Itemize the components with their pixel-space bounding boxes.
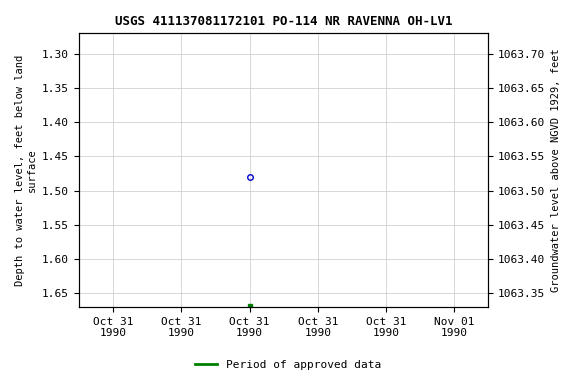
- Y-axis label: Groundwater level above NGVD 1929, feet: Groundwater level above NGVD 1929, feet: [551, 48, 561, 292]
- Legend: Period of approved data: Period of approved data: [191, 356, 385, 375]
- Y-axis label: Depth to water level, feet below land
surface: Depth to water level, feet below land su…: [15, 55, 37, 286]
- Title: USGS 411137081172101 PO-114 NR RAVENNA OH-LV1: USGS 411137081172101 PO-114 NR RAVENNA O…: [115, 15, 452, 28]
